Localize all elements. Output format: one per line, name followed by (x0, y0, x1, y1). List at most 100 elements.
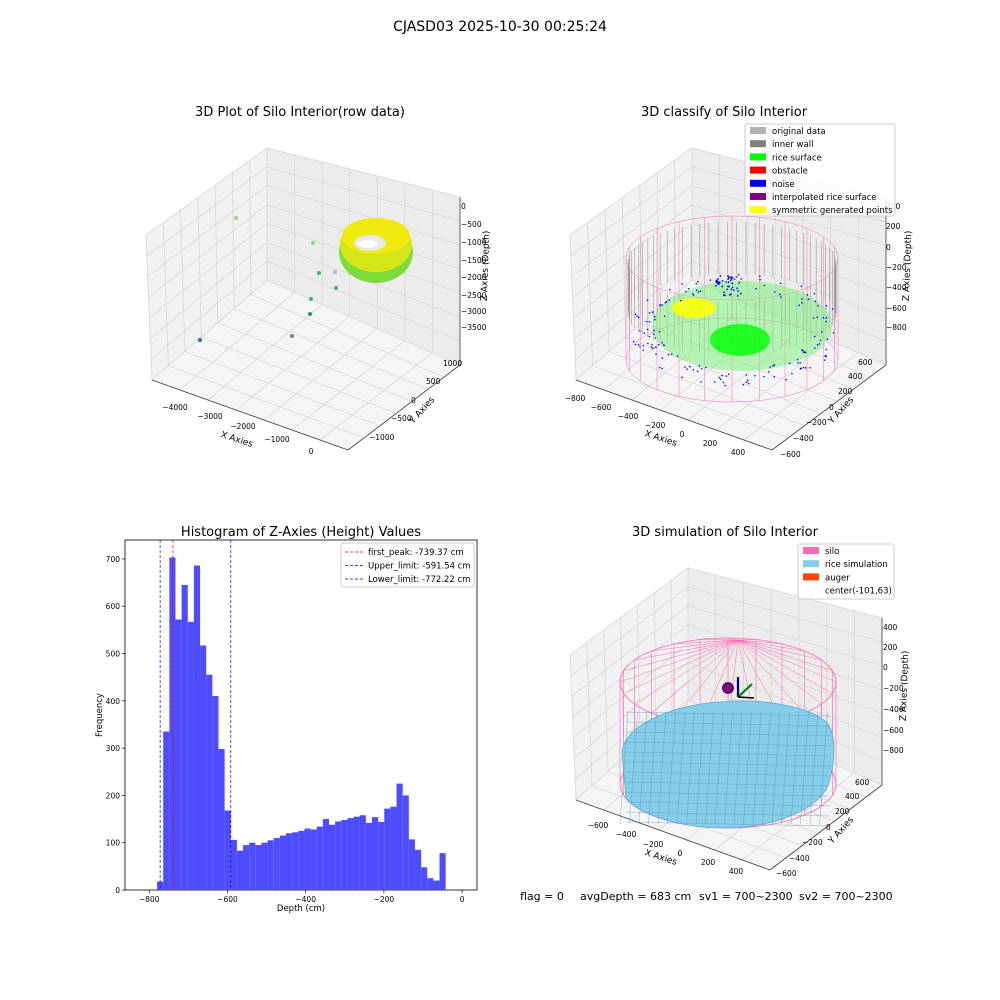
noise-point (646, 299, 649, 302)
hist-bar (286, 833, 293, 890)
p2-xtick-6: 400 (731, 448, 746, 457)
hist-bar (384, 808, 391, 890)
noise-point (814, 300, 817, 303)
noise-point (676, 355, 679, 357)
hist-bar (187, 621, 194, 890)
panel3-title: Histogram of Z-Axies (Height) Values (181, 525, 421, 540)
legend-label: obstacle (772, 167, 808, 177)
p2-xlabel: X Axies (643, 429, 678, 449)
noise-point (665, 300, 668, 303)
noise-point (661, 304, 663, 306)
noise-point (738, 281, 740, 284)
p1-xtick-4: 0 (309, 447, 314, 456)
footer-sv1: sv1 = 700~2300 (699, 890, 793, 903)
grid-line (670, 580, 673, 715)
p3-legend-box (340, 542, 475, 588)
p4-auger-x (737, 696, 755, 699)
p2-xtick-2: −400 (618, 412, 639, 421)
p1-ytick-2: 0 (411, 396, 416, 405)
noise-point (727, 373, 730, 375)
hist-bar (408, 839, 415, 890)
hist-bar (200, 645, 207, 890)
grid-line (197, 197, 202, 338)
noise-point (779, 293, 781, 296)
noise-point (654, 337, 657, 339)
grid-line (674, 160, 676, 295)
p2-ztick-2: −400 (886, 283, 907, 292)
hist-bar (329, 824, 336, 890)
noise-point (819, 339, 822, 342)
noise-point (646, 328, 649, 331)
p4-ytick-5: 400 (845, 792, 860, 801)
mesh-line (625, 821, 831, 827)
p4-ytick-3: 0 (826, 823, 831, 832)
grid-line (147, 185, 268, 277)
p3-bars (157, 557, 446, 890)
p2-xtick-1: −600 (591, 403, 612, 412)
p2-xtick-5: 200 (703, 439, 718, 448)
mesh-line (667, 711, 676, 825)
roof-line (619, 639, 739, 683)
noise-point (634, 343, 637, 346)
p4-legend: silo rice simulation auger center(-101,63) (797, 543, 895, 600)
y-tick-label: 600 (106, 602, 121, 611)
noise-point (733, 278, 736, 280)
hist-bar (206, 674, 213, 890)
p4-rice-simulation (621, 700, 835, 829)
legend-swatch (750, 153, 766, 161)
hist-bar (267, 840, 274, 890)
noise-point (657, 344, 660, 346)
mesh-line (648, 711, 657, 825)
grid-line (715, 340, 831, 431)
mesh-line (819, 711, 828, 825)
grid-line (637, 605, 641, 743)
hist-bar (439, 853, 446, 890)
p3-xlabel: Depth (cm) (277, 904, 325, 914)
p4-legend-box (797, 543, 895, 600)
p3-ylabel: Frequency (95, 693, 105, 737)
noise-point (642, 349, 644, 352)
noise-point (812, 317, 815, 319)
p4-xtick-2: −200 (643, 840, 664, 849)
mesh-line (625, 791, 831, 797)
noise-point (813, 335, 816, 338)
noise-point (800, 285, 803, 288)
mesh-line (625, 731, 831, 737)
noise-point (754, 374, 756, 377)
mesh-line (781, 711, 790, 825)
noise-point (763, 284, 766, 287)
noise-point (719, 378, 722, 381)
noise-point (831, 308, 834, 310)
noise-point (700, 368, 703, 370)
mesh-line (686, 711, 695, 825)
hist-bar (310, 829, 317, 890)
noise-point (731, 276, 733, 279)
mesh-line (733, 711, 743, 825)
hist-bar (359, 815, 366, 890)
noise-point (699, 290, 702, 293)
noise-point (725, 281, 727, 283)
noise-point (695, 282, 698, 285)
hist-bar (378, 821, 385, 890)
y-tick-label: 300 (106, 744, 121, 753)
p2-ztick-5: 200 (886, 222, 901, 231)
noise-point (697, 291, 700, 293)
p1-ztick-3: −2000 (461, 273, 487, 282)
p4-xtick-4: 200 (701, 858, 716, 867)
p1-point (234, 216, 238, 220)
hist-bar (261, 842, 268, 890)
grid-line (603, 630, 609, 772)
p1-point (290, 334, 294, 338)
noise-point (727, 281, 730, 284)
p4-ztick-1: −600 (883, 726, 904, 735)
grid-line (266, 260, 461, 342)
grid-line (201, 336, 397, 414)
p3-legend: first_peak: -739.37 cm Upper_limit: -591.… (340, 542, 475, 588)
noise-point (700, 381, 702, 383)
noise-point (648, 311, 651, 314)
noise-point (639, 329, 641, 332)
hist-bar (335, 821, 342, 890)
noise-point (718, 281, 720, 284)
p4-y-axis (769, 784, 883, 871)
p2-xtick-3: −200 (645, 421, 666, 430)
